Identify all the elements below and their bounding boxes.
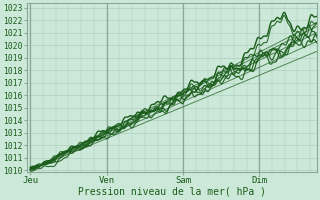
X-axis label: Pression niveau de la mer( hPa ): Pression niveau de la mer( hPa )	[78, 187, 266, 197]
